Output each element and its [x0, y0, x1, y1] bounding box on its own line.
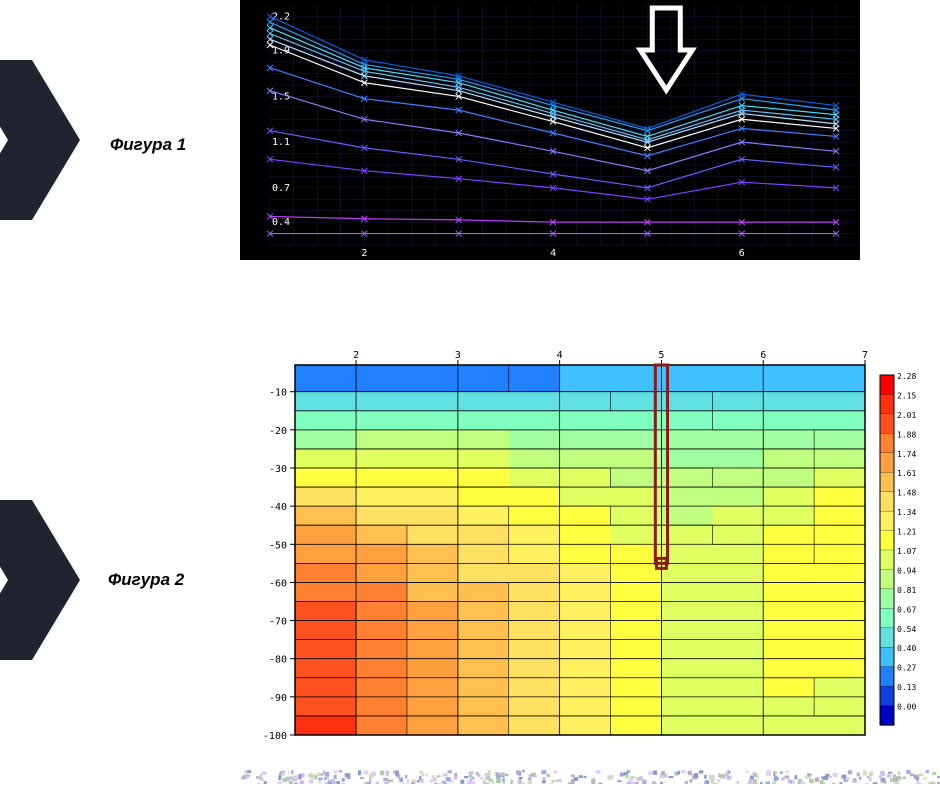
- svg-text:-100: -100: [263, 731, 287, 742]
- figure1-label: Фигура 1: [110, 135, 186, 155]
- figure1-chart: 0.40.71.11.51.92.2246: [240, 0, 860, 260]
- svg-text:4: 4: [550, 248, 556, 259]
- svg-text:-50: -50: [269, 540, 287, 551]
- svg-text:0.27: 0.27: [897, 664, 916, 673]
- svg-text:-10: -10: [269, 388, 287, 399]
- svg-text:1.07: 1.07: [897, 547, 916, 556]
- figure1-chevron: [0, 60, 80, 220]
- svg-text:7: 7: [862, 350, 868, 361]
- svg-text:5: 5: [658, 350, 664, 361]
- figure2-label: Фигура 2: [108, 570, 184, 590]
- noise-bar: [240, 770, 940, 784]
- svg-text:0.13: 0.13: [897, 683, 916, 692]
- svg-text:1.48: 1.48: [897, 489, 916, 498]
- svg-text:6: 6: [760, 350, 766, 361]
- figure2-chevron: [0, 500, 80, 660]
- svg-text:-30: -30: [269, 464, 287, 475]
- svg-text:-90: -90: [269, 693, 287, 704]
- svg-text:2: 2: [353, 350, 359, 361]
- svg-text:1.1: 1.1: [272, 137, 290, 148]
- svg-text:0.94: 0.94: [897, 566, 916, 575]
- svg-text:1.61: 1.61: [897, 469, 916, 478]
- svg-text:0.67: 0.67: [897, 605, 916, 614]
- svg-text:1.5: 1.5: [272, 91, 290, 102]
- svg-text:-60: -60: [269, 578, 287, 589]
- svg-text:1.34: 1.34: [897, 508, 916, 517]
- svg-text:0.54: 0.54: [897, 625, 916, 634]
- svg-text:3: 3: [455, 350, 461, 361]
- svg-text:0.7: 0.7: [272, 183, 290, 194]
- svg-text:1.88: 1.88: [897, 430, 916, 439]
- svg-text:4: 4: [557, 350, 563, 361]
- svg-text:0.00: 0.00: [897, 703, 916, 712]
- svg-text:2.28: 2.28: [897, 372, 916, 381]
- svg-text:2.2: 2.2: [272, 11, 290, 22]
- svg-text:0.81: 0.81: [897, 586, 916, 595]
- svg-text:-20: -20: [269, 426, 287, 437]
- svg-text:6: 6: [739, 248, 745, 259]
- svg-text:-80: -80: [269, 655, 287, 666]
- svg-text:2.01: 2.01: [897, 411, 916, 420]
- svg-text:2: 2: [361, 248, 367, 259]
- figure2-chart: 2 3 4 5 6 7 -10 -20 -30 -40 -50 -60 -70 -80 -90 -100 2.2…: [240, 350, 940, 750]
- svg-text:2.15: 2.15: [897, 391, 916, 400]
- svg-text:-70: -70: [269, 617, 287, 628]
- svg-text:-40: -40: [269, 502, 287, 513]
- svg-text:0.4: 0.4: [272, 217, 290, 228]
- svg-text:1.74: 1.74: [897, 450, 916, 459]
- svg-text:0.40: 0.40: [897, 644, 916, 653]
- svg-text:1.21: 1.21: [897, 528, 916, 537]
